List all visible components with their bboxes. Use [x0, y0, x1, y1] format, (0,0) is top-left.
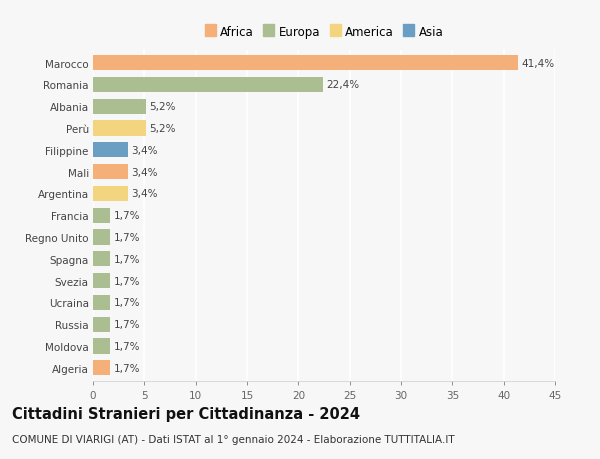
Text: 22,4%: 22,4%: [326, 80, 359, 90]
Bar: [93, 274, 110, 289]
Text: Cittadini Stranieri per Cittadinanza - 2024: Cittadini Stranieri per Cittadinanza - 2…: [12, 406, 360, 421]
Text: 3,4%: 3,4%: [131, 189, 157, 199]
Bar: [93, 186, 128, 202]
Bar: [93, 208, 110, 224]
Text: 1,7%: 1,7%: [113, 319, 140, 330]
Text: 1,7%: 1,7%: [113, 341, 140, 351]
Bar: [93, 317, 110, 332]
Text: 1,7%: 1,7%: [113, 363, 140, 373]
Bar: [93, 339, 110, 354]
Text: COMUNE DI VIARIGI (AT) - Dati ISTAT al 1° gennaio 2024 - Elaborazione TUTTITALIA: COMUNE DI VIARIGI (AT) - Dati ISTAT al 1…: [12, 434, 455, 444]
Bar: [93, 230, 110, 245]
Text: 1,7%: 1,7%: [113, 276, 140, 286]
Bar: [93, 121, 146, 136]
Text: 3,4%: 3,4%: [131, 146, 157, 156]
Bar: [93, 252, 110, 267]
Text: 1,7%: 1,7%: [113, 298, 140, 308]
Bar: [93, 78, 323, 93]
Text: 3,4%: 3,4%: [131, 167, 157, 177]
Text: 5,2%: 5,2%: [149, 102, 176, 112]
Bar: [93, 56, 518, 71]
Bar: [93, 360, 110, 375]
Bar: [93, 100, 146, 115]
Text: 5,2%: 5,2%: [149, 124, 176, 134]
Bar: [93, 295, 110, 310]
Text: 1,7%: 1,7%: [113, 232, 140, 242]
Legend: Africa, Europa, America, Asia: Africa, Europa, America, Asia: [202, 23, 446, 41]
Text: 1,7%: 1,7%: [113, 254, 140, 264]
Bar: [93, 165, 128, 180]
Text: 1,7%: 1,7%: [113, 211, 140, 221]
Bar: [93, 143, 128, 158]
Text: 41,4%: 41,4%: [521, 59, 554, 68]
